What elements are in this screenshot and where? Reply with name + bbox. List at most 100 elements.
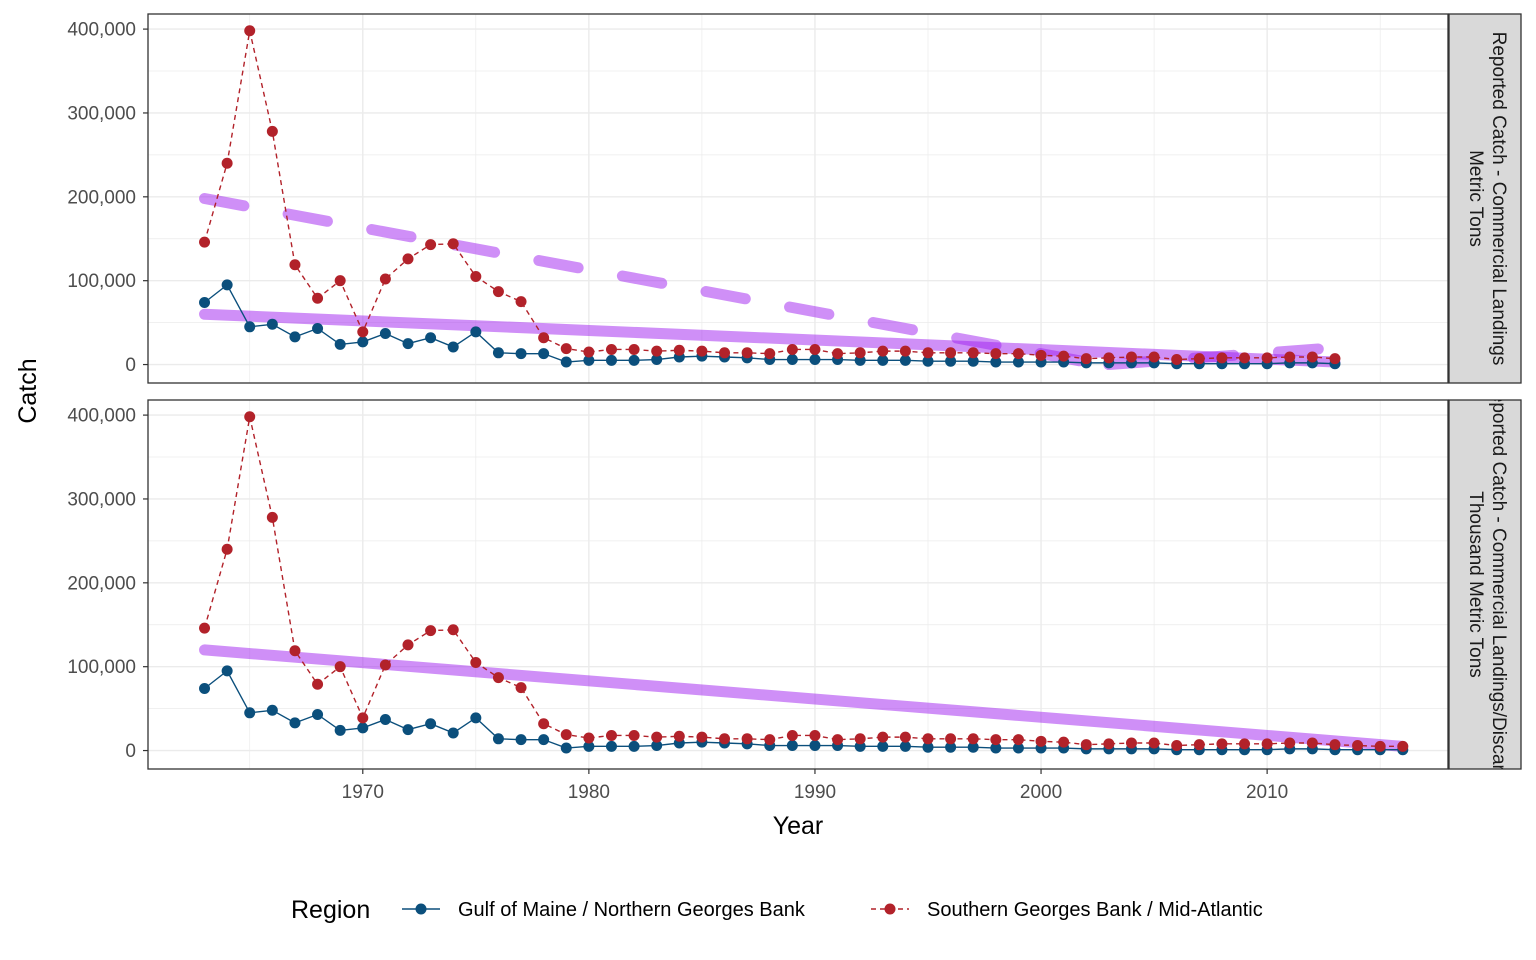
data-point-southern-georges-bank-mid-atlantic: [1103, 352, 1115, 364]
data-point-gulf-of-maine-northern-georges-bank: [199, 296, 211, 308]
x-axis: 1970 1980 1990 2000 2010: [342, 769, 1288, 803]
data-point-gulf-of-maine-northern-georges-bank: [854, 354, 866, 366]
data-point-gulf-of-maine-northern-georges-bank: [899, 354, 911, 366]
data-point-southern-georges-bank-mid-atlantic: [402, 253, 414, 265]
x-tick-label: 1990: [794, 782, 836, 803]
data-point-gulf-of-maine-northern-georges-bank: [289, 717, 301, 729]
data-point-southern-georges-bank-mid-atlantic: [1216, 738, 1228, 750]
data-point-gulf-of-maine-northern-georges-bank: [244, 707, 256, 719]
data-point-gulf-of-maine-northern-georges-bank: [809, 354, 821, 366]
data-point-southern-georges-bank-mid-atlantic: [515, 296, 527, 308]
data-point-southern-georges-bank-mid-atlantic: [651, 345, 663, 357]
data-point-gulf-of-maine-northern-georges-bank: [357, 336, 369, 348]
trend-line-1: [199, 644, 1409, 752]
data-point-gulf-of-maine-northern-georges-bank: [651, 354, 663, 366]
data-point-southern-georges-bank-mid-atlantic: [1329, 353, 1341, 365]
data-point-southern-georges-bank-mid-atlantic: [447, 624, 459, 636]
data-point-southern-georges-bank-mid-atlantic: [922, 347, 934, 359]
data-point-gulf-of-maine-northern-georges-bank: [605, 740, 617, 752]
legend-label-southern-georges-bank: Southern Georges Bank / Mid-Atlantic: [927, 899, 1263, 921]
data-point-southern-georges-bank-mid-atlantic: [1012, 734, 1024, 746]
data-point-southern-georges-bank-mid-atlantic: [447, 238, 459, 250]
data-point-southern-georges-bank-mid-atlantic: [877, 345, 889, 357]
data-point-gulf-of-maine-northern-georges-bank: [967, 355, 979, 367]
data-point-southern-georges-bank-mid-atlantic: [1058, 736, 1070, 748]
data-point-southern-georges-bank-mid-atlantic: [244, 411, 256, 423]
data-point-gulf-of-maine-northern-georges-bank: [221, 665, 233, 677]
data-point-southern-georges-bank-mid-atlantic: [990, 734, 1002, 746]
strip-background: [1448, 13, 1522, 384]
data-point-gulf-of-maine-northern-georges-bank: [628, 354, 640, 366]
data-point-gulf-of-maine-northern-georges-bank: [447, 727, 459, 739]
trend-line-2: [199, 193, 1115, 372]
data-point-southern-georges-bank-mid-atlantic: [696, 731, 708, 743]
data-point-southern-georges-bank-mid-atlantic: [1193, 353, 1205, 365]
y-axis-title: Catch: [14, 358, 42, 423]
legend-point-gulf-of-maine: [415, 903, 427, 915]
x-tick-label: 2010: [1246, 782, 1288, 803]
panel-bottom: 0 100,000 200,000 300,000 400,000 Reported C…: [67, 399, 1522, 770]
data-point-southern-georges-bank-mid-atlantic: [560, 343, 572, 355]
data-point-gulf-of-maine-northern-georges-bank: [357, 722, 369, 734]
data-point-southern-georges-bank-mid-atlantic: [651, 731, 663, 743]
panel-background: [148, 14, 1448, 383]
data-point-southern-georges-bank-mid-atlantic: [1058, 350, 1070, 362]
data-point-southern-georges-bank-mid-atlantic: [696, 345, 708, 357]
data-point-southern-georges-bank-mid-atlantic: [764, 734, 776, 746]
data-point-gulf-of-maine-northern-georges-bank: [334, 338, 346, 350]
data-point-southern-georges-bank-mid-atlantic: [244, 25, 256, 37]
data-point-southern-georges-bank-mid-atlantic: [492, 672, 504, 684]
y-tick-label: 200,000: [67, 573, 136, 594]
data-point-southern-georges-bank-mid-atlantic: [854, 733, 866, 745]
data-point-southern-georges-bank-mid-atlantic: [1125, 351, 1137, 363]
data-point-southern-georges-bank-mid-atlantic: [266, 511, 278, 523]
data-point-southern-georges-bank-mid-atlantic: [1035, 735, 1047, 747]
data-point-southern-georges-bank-mid-atlantic: [1103, 738, 1115, 750]
data-point-southern-georges-bank-mid-atlantic: [786, 343, 798, 355]
data-point-gulf-of-maine-northern-georges-bank: [244, 321, 256, 333]
data-point-southern-georges-bank-mid-atlantic: [1284, 351, 1296, 363]
legend: Region Gulf of Maine / Northern Georges …: [291, 896, 1263, 924]
data-point-gulf-of-maine-northern-georges-bank: [922, 741, 934, 753]
y-tick-label: 0: [125, 355, 136, 376]
legend-title: Region: [291, 896, 370, 924]
data-point-southern-georges-bank-mid-atlantic: [1397, 740, 1409, 752]
data-point-southern-georges-bank-mid-atlantic: [312, 678, 324, 690]
data-point-southern-georges-bank-mid-atlantic: [967, 347, 979, 359]
data-point-gulf-of-maine-northern-georges-bank: [199, 682, 211, 694]
data-point-southern-georges-bank-mid-atlantic: [1216, 352, 1228, 364]
data-point-southern-georges-bank-mid-atlantic: [1148, 351, 1160, 363]
strip-label-line-2: Thousand Metric Tons: [1465, 491, 1486, 678]
data-point-southern-georges-bank-mid-atlantic: [199, 622, 211, 634]
data-point-southern-georges-bank-mid-atlantic: [809, 729, 821, 741]
data-point-southern-georges-bank-mid-atlantic: [945, 347, 957, 359]
legend-point-southern-georges-bank: [884, 903, 896, 915]
data-point-southern-georges-bank-mid-atlantic: [1374, 740, 1386, 752]
data-point-southern-georges-bank-mid-atlantic: [334, 275, 346, 287]
panel-border: [147, 399, 1449, 770]
data-point-gulf-of-maine-northern-georges-bank: [809, 740, 821, 752]
data-point-southern-georges-bank-mid-atlantic: [605, 343, 617, 355]
data-point-southern-georges-bank-mid-atlantic: [741, 733, 753, 745]
data-point-southern-georges-bank-mid-atlantic: [1284, 737, 1296, 749]
data-point-gulf-of-maine-northern-georges-bank: [447, 341, 459, 353]
data-point-gulf-of-maine-northern-georges-bank: [515, 734, 527, 746]
data-point-gulf-of-maine-northern-georges-bank: [990, 356, 1002, 368]
panel-border: [147, 13, 1449, 384]
data-point-southern-georges-bank-mid-atlantic: [470, 270, 482, 282]
data-point-gulf-of-maine-northern-georges-bank: [221, 279, 233, 291]
data-point-southern-georges-bank-mid-atlantic: [221, 157, 233, 169]
data-point-southern-georges-bank-mid-atlantic: [899, 345, 911, 357]
data-point-southern-georges-bank-mid-atlantic: [538, 718, 550, 730]
data-point-southern-georges-bank-mid-atlantic: [560, 729, 572, 741]
data-point-southern-georges-bank-mid-atlantic: [1012, 348, 1024, 360]
data-point-southern-georges-bank-mid-atlantic: [334, 661, 346, 673]
data-point-gulf-of-maine-northern-georges-bank: [379, 714, 391, 726]
data-point-gulf-of-maine-northern-georges-bank: [854, 740, 866, 752]
legend-label-gulf-of-maine: Gulf of Maine / Northern Georges Bank: [458, 899, 806, 921]
x-axis-title: Year: [773, 812, 824, 840]
data-point-southern-georges-bank-mid-atlantic: [515, 682, 527, 694]
data-point-southern-georges-bank-mid-atlantic: [1171, 354, 1183, 366]
data-point-southern-georges-bank-mid-atlantic: [764, 348, 776, 360]
